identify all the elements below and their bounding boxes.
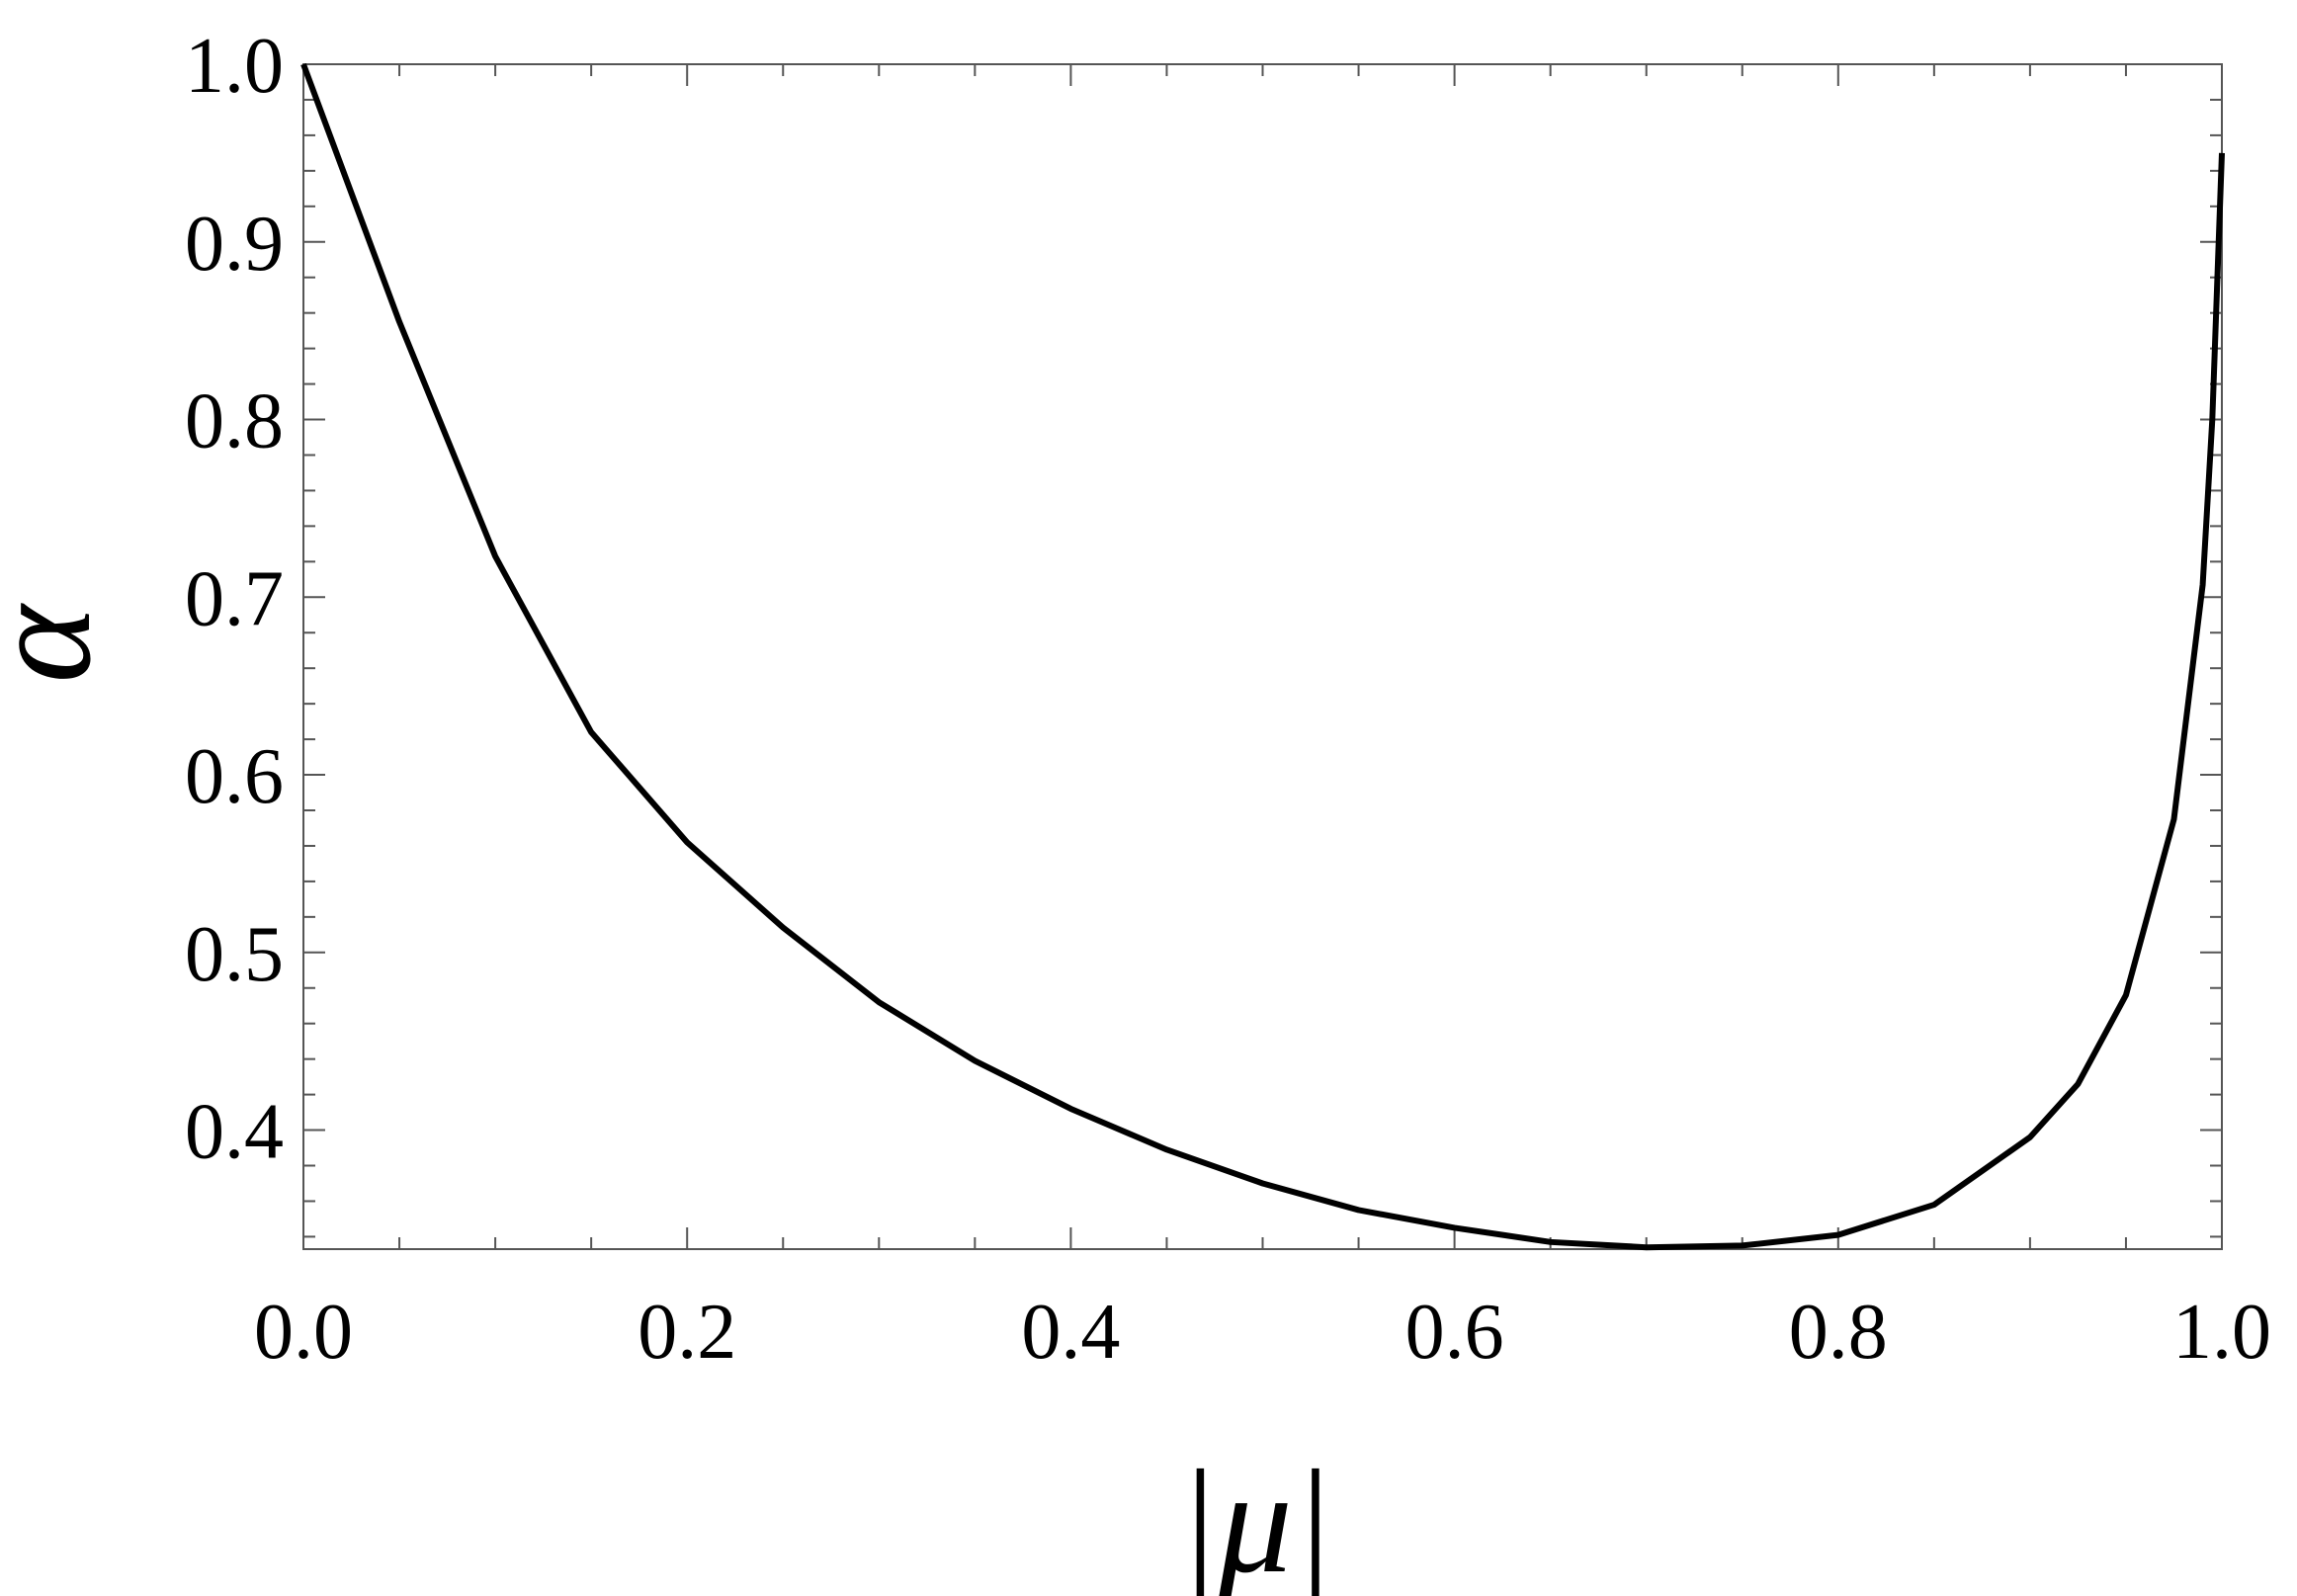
y-tick-label: 1.0: [185, 23, 284, 110]
y-tick-label: 0.7: [185, 555, 284, 642]
x-axis-label: |μ|: [1177, 1440, 1333, 1596]
y-tick-label: 0.5: [185, 911, 284, 998]
x-tick-label: 0.4: [1021, 1289, 1120, 1376]
x-tick-label: 0.8: [1789, 1289, 1888, 1376]
line: [300, 62, 2225, 1251]
y-tick-label: 0.8: [185, 378, 284, 465]
x-tick-label: 0.2: [638, 1289, 736, 1376]
x-tick-label: 0.6: [1405, 1289, 1504, 1376]
y-tick-label: 0.4: [185, 1089, 284, 1176]
y-axis-label: α: [0, 602, 122, 683]
x-tick-label: 1.0: [2172, 1289, 2271, 1376]
y-tick-label: 0.9: [185, 201, 284, 288]
y-tick-label: 0.6: [185, 733, 284, 820]
plot-frame: [302, 63, 2223, 1250]
x-tick-label: 0.0: [254, 1289, 353, 1376]
